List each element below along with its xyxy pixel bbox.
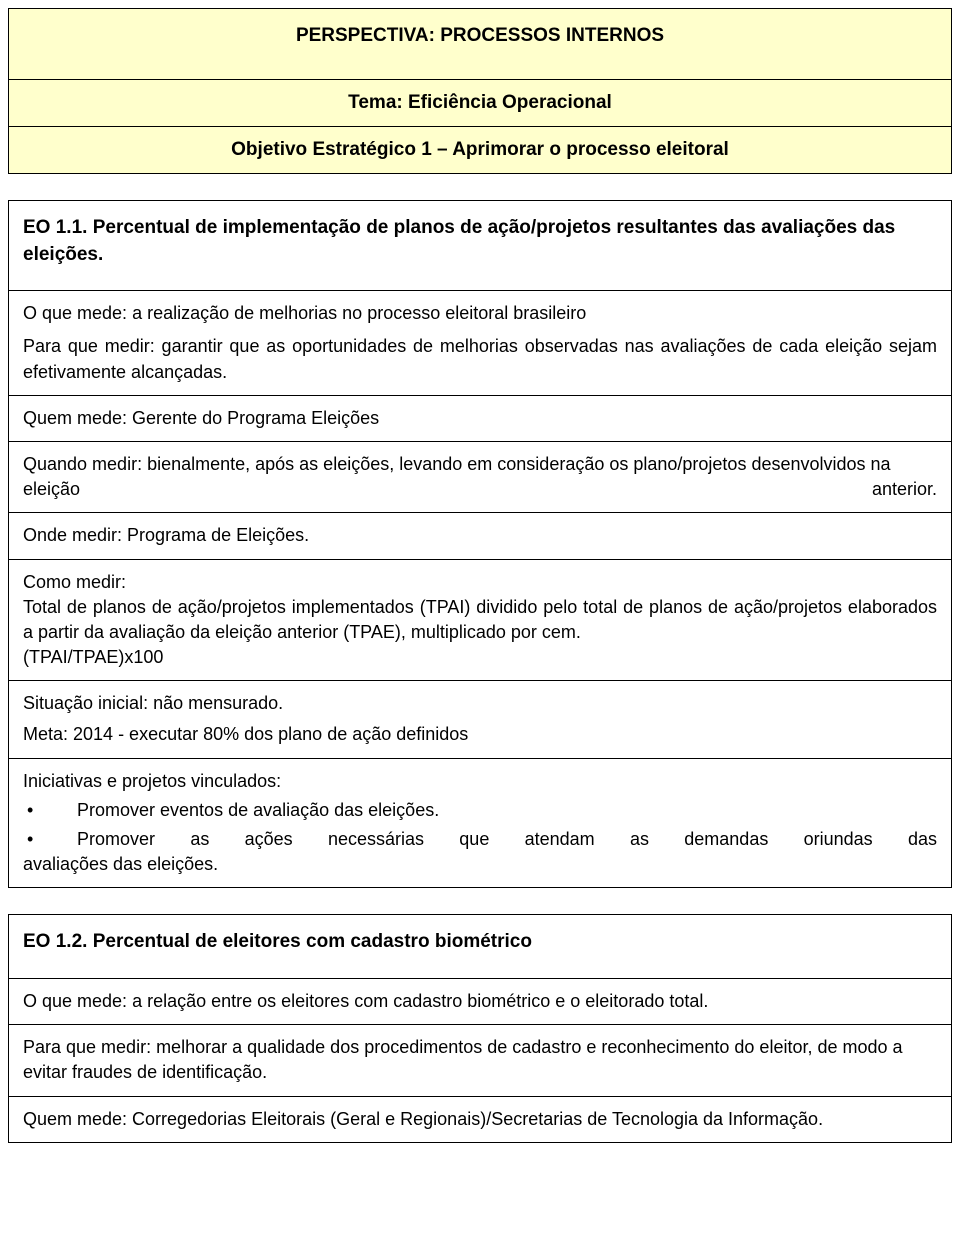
- eo11-meta: Meta: 2014 - executar 80% dos plano de a…: [23, 722, 937, 747]
- bullet-icon: •: [23, 798, 77, 823]
- eo12-title: EO 1.2. Percentual de eleitores com cada…: [9, 915, 952, 979]
- eo11-como-medir-label: Como medir:: [23, 570, 937, 595]
- eo11-oque-paraque: O que mede: a realização de melhorias no…: [9, 291, 952, 396]
- eo11-iniciativas: Iniciativas e projetos vinculados: • Pro…: [9, 758, 952, 888]
- eo11-como-medir: Como medir: Total de planos de ação/proj…: [9, 559, 952, 681]
- eo11-como-medir-formula: (TPAI/TPAE)x100: [23, 645, 937, 670]
- eo11-situacao: Situação inicial: não mensurado.: [23, 691, 937, 716]
- eo11-para-que-medir: Para que medir: garantir que as oportuni…: [23, 334, 937, 384]
- eo12-o-que-mede: O que mede: a relação entre os eleitores…: [9, 978, 952, 1024]
- header-table: PERSPECTIVA: PROCESSOS INTERNOS Tema: Ef…: [8, 8, 952, 174]
- eo11-onde-medir: Onde medir: Programa de Eleições.: [9, 513, 952, 559]
- eo11-bullet1: Promover eventos de avaliação das eleiçõ…: [77, 798, 937, 823]
- eo11-bullet2b: avaliações das eleições.: [23, 852, 937, 877]
- eo11-como-medir-body: Total de planos de ação/projetos impleme…: [23, 595, 937, 645]
- bullet-icon: •: [23, 827, 77, 852]
- eo11-bullet2a: Promover as ações necessárias que atenda…: [77, 827, 937, 852]
- eo12-table: EO 1.2. Percentual de eleitores com cada…: [8, 914, 952, 1142]
- eo11-iniciativas-label: Iniciativas e projetos vinculados:: [23, 769, 937, 794]
- eo11-quando-medir: Quando medir: bienalmente, após as eleiç…: [9, 441, 952, 512]
- eo11-table: EO 1.1. Percentual de implementação de p…: [8, 200, 952, 888]
- eo11-quem-mede: Quem mede: Gerente do Programa Eleições: [9, 395, 952, 441]
- header-objetivo: Objetivo Estratégico 1 – Aprimorar o pro…: [9, 127, 952, 174]
- eo12-para-que-medir: Para que medir: melhorar a qualidade dos…: [9, 1025, 952, 1096]
- header-perspectiva: PERSPECTIVA: PROCESSOS INTERNOS: [9, 9, 952, 80]
- eo11-title: EO 1.1. Percentual de implementação de p…: [9, 201, 952, 291]
- eo11-o-que-mede: O que mede: a realização de melhorias no…: [23, 301, 937, 326]
- eo12-quem-mede: Quem mede: Corregedorias Eleitorais (Ger…: [9, 1096, 952, 1142]
- eo11-situacao-meta: Situação inicial: não mensurado. Meta: 2…: [9, 681, 952, 758]
- header-tema: Tema: Eficiência Operacional: [9, 80, 952, 127]
